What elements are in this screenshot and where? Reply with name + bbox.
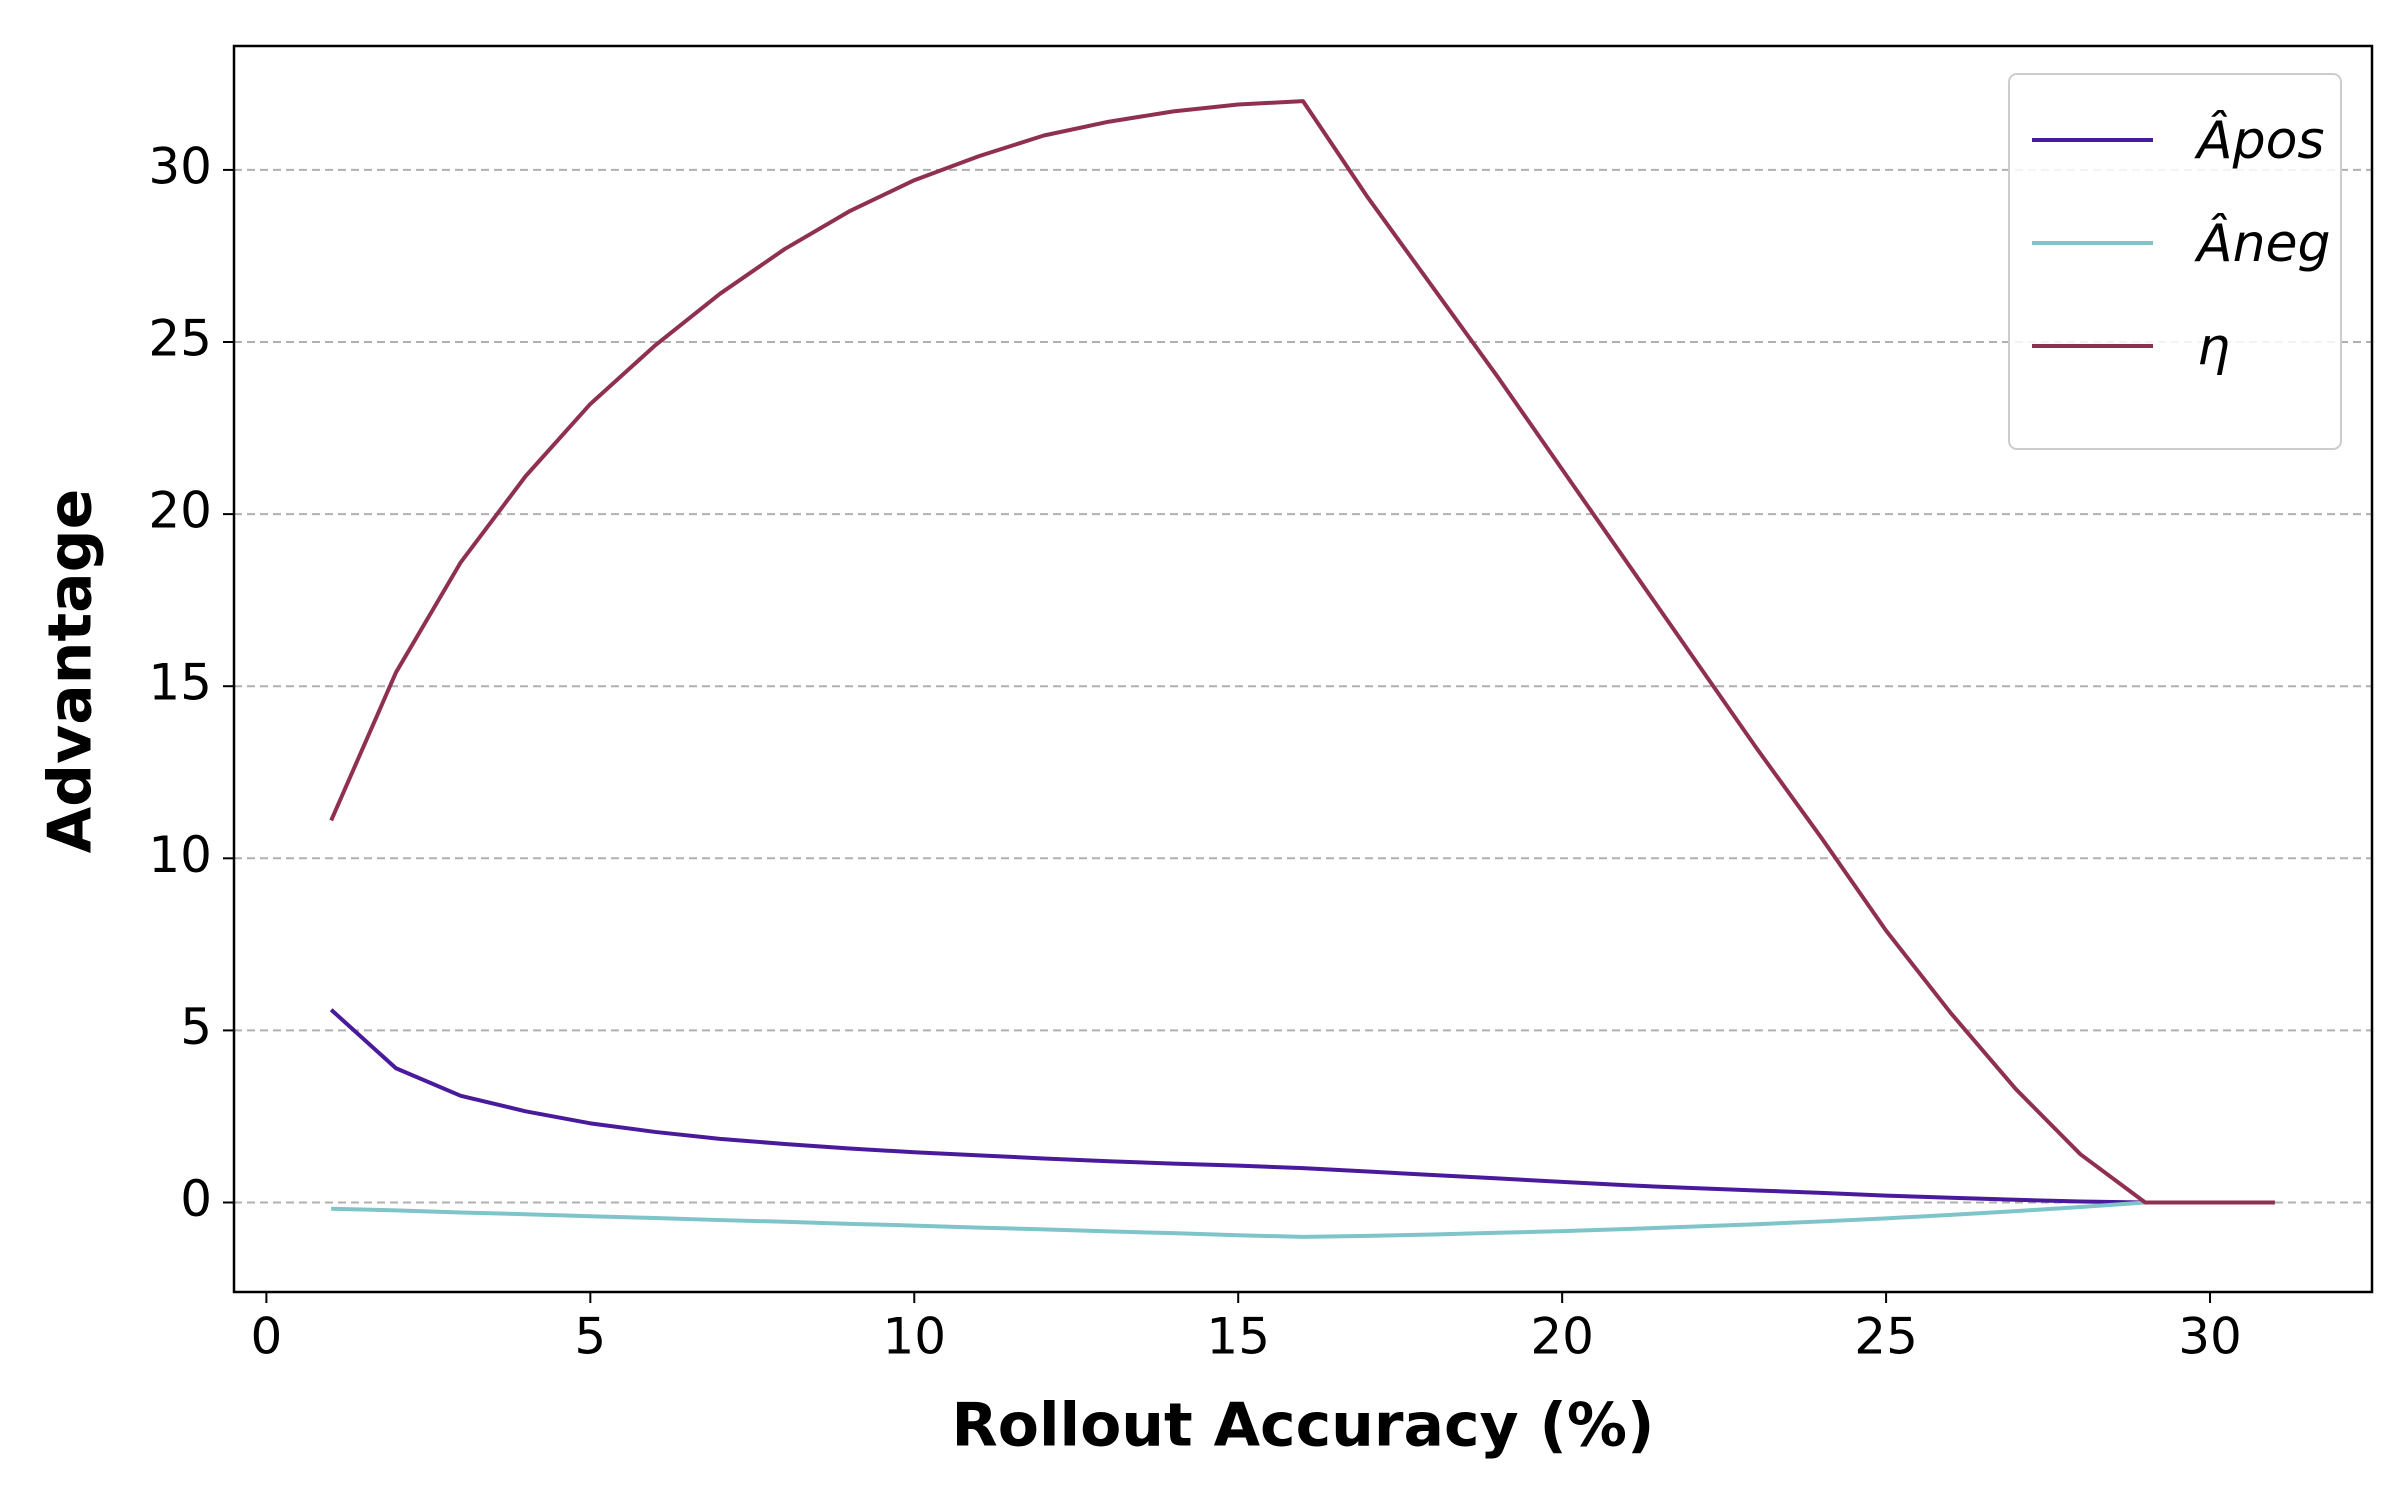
y-tick-label: 5 bbox=[180, 998, 212, 1056]
x-tick-label: 30 bbox=[2178, 1308, 2242, 1366]
y-tick-label: 20 bbox=[148, 482, 212, 540]
legend-box bbox=[2008, 73, 2342, 450]
x-tick-label: 0 bbox=[250, 1308, 282, 1366]
data-line bbox=[331, 1200, 2275, 1239]
legend-label: η bbox=[2197, 317, 2230, 377]
x-tick-label: 20 bbox=[1530, 1308, 1594, 1366]
y-tick-label: 0 bbox=[180, 1170, 212, 1228]
y-tick-label: 25 bbox=[148, 310, 212, 368]
x-tick-label: 5 bbox=[574, 1308, 606, 1366]
y-tick-label: 10 bbox=[148, 826, 212, 884]
plot-frame bbox=[232, 44, 2374, 1294]
y-axis-label: Advantage bbox=[36, 489, 106, 854]
data-line bbox=[329, 99, 2275, 1205]
legend: Âpos Âneg η bbox=[2008, 73, 2342, 450]
y-tick-label: 30 bbox=[148, 137, 212, 195]
x-tick-label: 10 bbox=[882, 1308, 946, 1366]
x-tick-label: 25 bbox=[1854, 1308, 1918, 1366]
y-tick-label: 15 bbox=[148, 654, 212, 712]
x-tick-label: 15 bbox=[1206, 1308, 1270, 1366]
data-line bbox=[329, 1008, 2275, 1205]
legend-label: Âneg bbox=[2194, 213, 2331, 274]
x-axis-label: Rollout Accuracy (%) bbox=[952, 1391, 1655, 1461]
legend-label: Âpos bbox=[2194, 110, 2325, 171]
